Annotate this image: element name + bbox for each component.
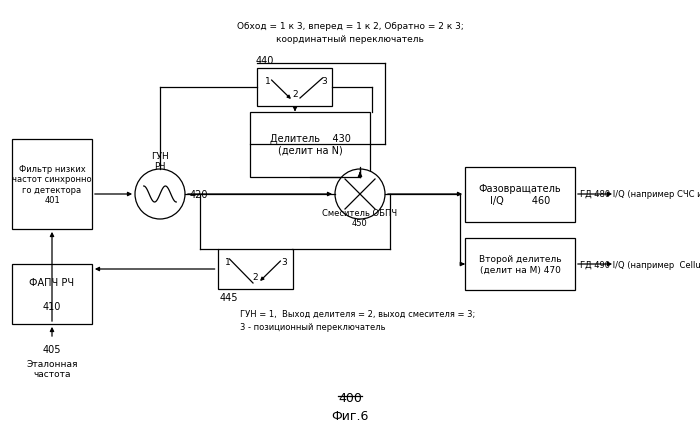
Text: Фильтр низких
частот синхронно
го детектора
401: Фильтр низких частот синхронно го детект…: [12, 164, 92, 204]
Bar: [12, 265, 92, 324]
Text: 445: 445: [220, 292, 238, 302]
Text: 3 - позиционный переключатель: 3 - позиционный переключатель: [240, 322, 386, 331]
Text: ГД 490 I/Q (например  Cellular): ГД 490 I/Q (например Cellular): [580, 260, 700, 269]
Text: Фиг.6: Фиг.6: [331, 409, 369, 422]
Text: Второй делитель
(делит на М) 470: Второй делитель (делит на М) 470: [479, 255, 561, 274]
Bar: [218, 249, 293, 289]
Bar: [465, 167, 575, 222]
Text: 1: 1: [225, 257, 230, 266]
Text: ГУН
РЧ: ГУН РЧ: [151, 152, 169, 171]
Text: Фазовращатель
I/Q         460: Фазовращатель I/Q 460: [479, 184, 561, 205]
Text: 3: 3: [321, 77, 328, 86]
Text: Эталонная
частота: Эталонная частота: [27, 359, 78, 379]
Text: ГД 480 I/Q (например СЧС и МСЭС): ГД 480 I/Q (например СЧС и МСЭС): [580, 190, 700, 199]
Text: 405: 405: [43, 344, 62, 354]
Text: ГУН = 1,  Выход делителя = 2, выход смесителя = 3;: ГУН = 1, Выход делителя = 2, выход смеси…: [240, 309, 475, 318]
Text: 3: 3: [281, 257, 288, 266]
Bar: [258, 69, 332, 107]
Bar: [250, 112, 370, 177]
Bar: [465, 239, 575, 290]
Text: Обход = 1 к 3, вперед = 1 к 2, Обратно = 2 к 3;: Обход = 1 к 3, вперед = 1 к 2, Обратно =…: [237, 22, 463, 31]
Text: Смеситель ОБПЧ
450: Смеситель ОБПЧ 450: [323, 208, 398, 227]
Text: 1: 1: [265, 77, 270, 86]
Circle shape: [135, 170, 185, 219]
Bar: [12, 140, 92, 230]
Text: 440: 440: [256, 56, 274, 66]
Text: ФАПЧ РЧ

410: ФАПЧ РЧ 410: [29, 278, 75, 311]
Text: 420: 420: [190, 190, 209, 199]
Text: координатный переключатель: координатный переключатель: [276, 35, 424, 44]
Circle shape: [335, 170, 385, 219]
Text: 400: 400: [338, 391, 362, 404]
Text: 2: 2: [252, 272, 258, 281]
Text: Делитель    430
(делит на N): Делитель 430 (делит на N): [270, 134, 351, 155]
Text: 2: 2: [292, 90, 298, 99]
